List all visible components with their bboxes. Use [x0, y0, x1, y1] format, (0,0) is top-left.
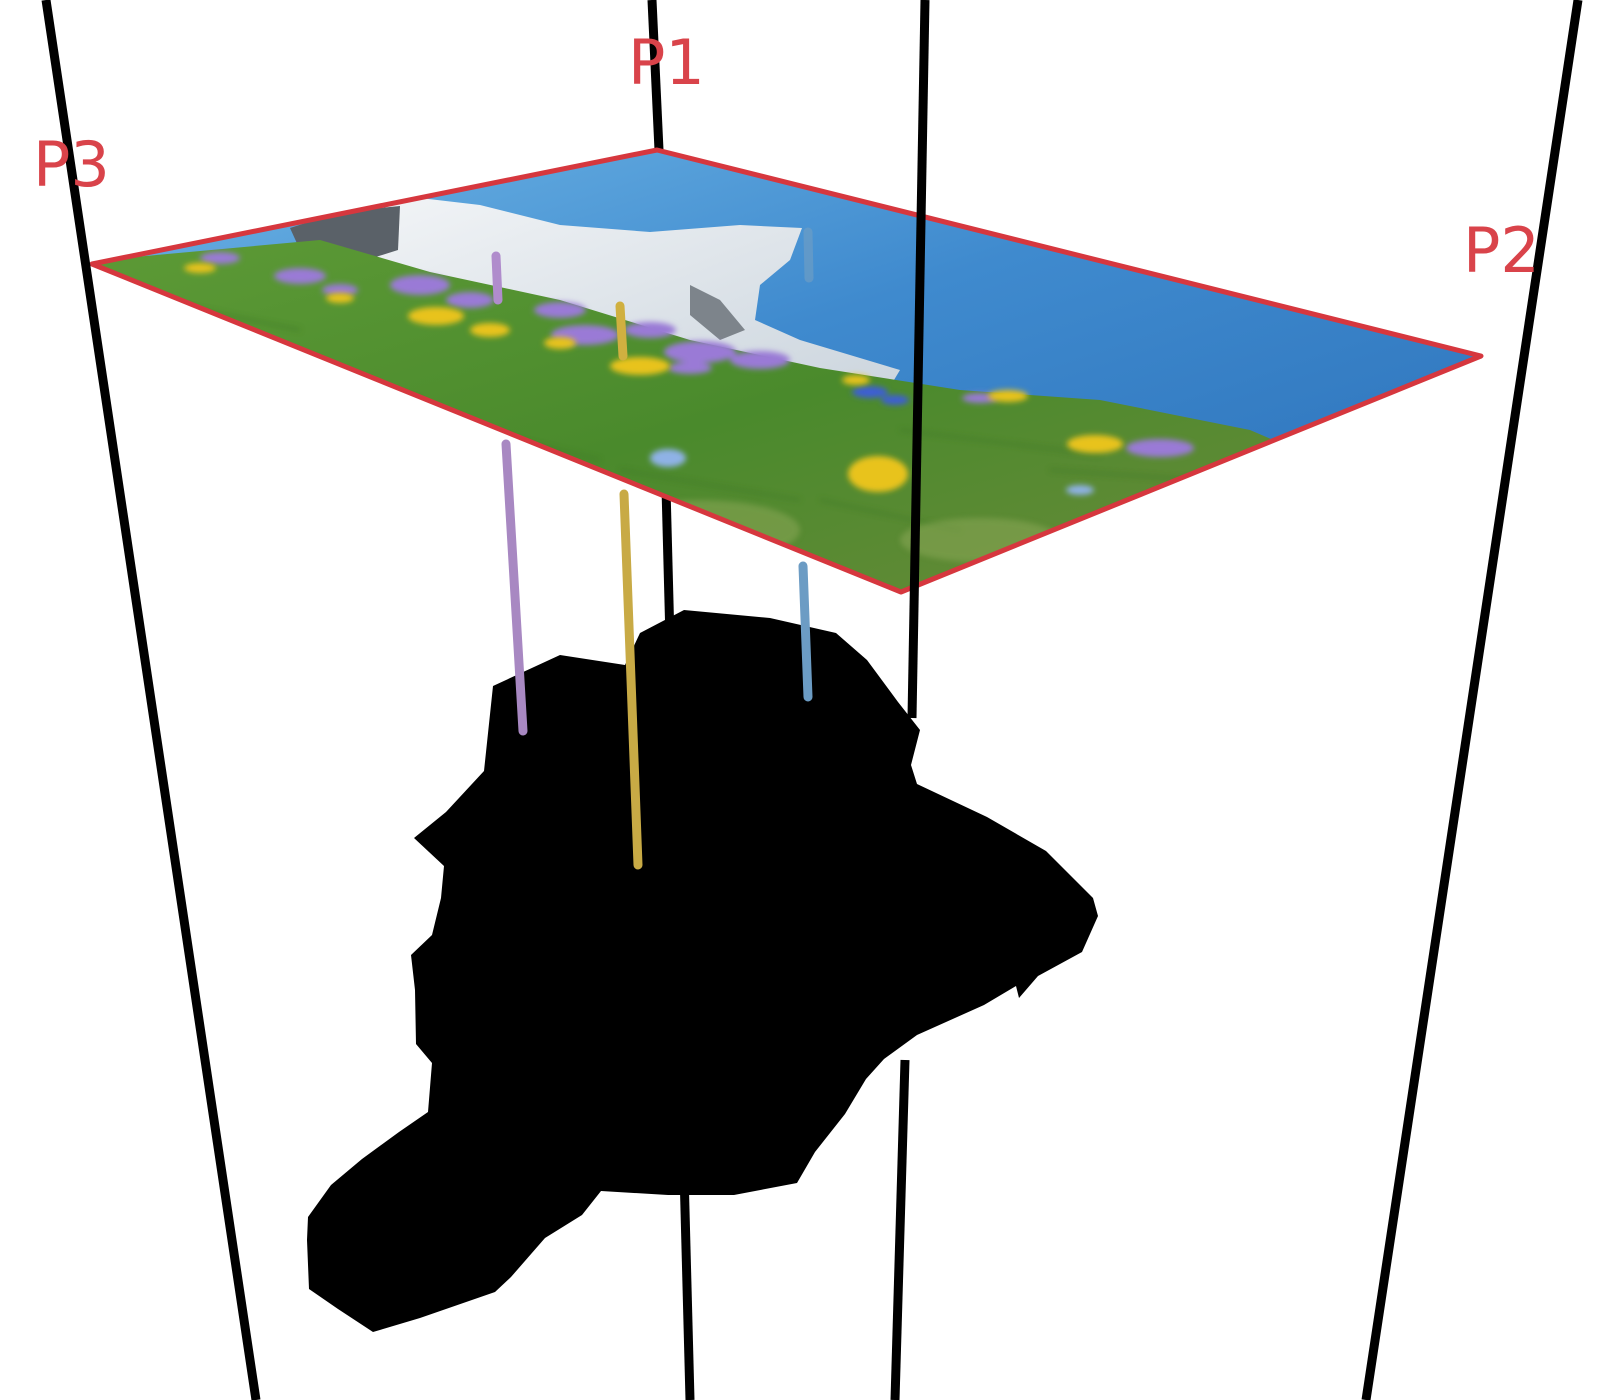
correspondence-line-blue-lower — [798, 561, 813, 702]
correspondence-line-purple-lower — [501, 439, 528, 736]
frame-edge-left — [41, 0, 261, 1400]
correspondence-line-blue-upper — [803, 227, 814, 283]
frame-edge-back-top — [647, 0, 664, 151]
frame-edge-front-bottom — [890, 1059, 910, 1400]
image-plane-border — [89, 147, 1484, 595]
correspondence-line-yellow-upper — [615, 301, 628, 361]
correspondence-line-purple-upper — [491, 251, 503, 305]
frame-edge-right — [1361, 0, 1583, 1400]
correspondence-line-yellow-lower — [619, 489, 643, 870]
label-p2: P2 — [1463, 214, 1540, 287]
label-p1: P1 — [628, 26, 705, 99]
frame-edge-front-top — [907, 0, 930, 719]
landscape-photo-plane — [92, 150, 1481, 592]
label-p3: P3 — [33, 128, 110, 201]
object-silhouette — [307, 610, 1098, 1332]
